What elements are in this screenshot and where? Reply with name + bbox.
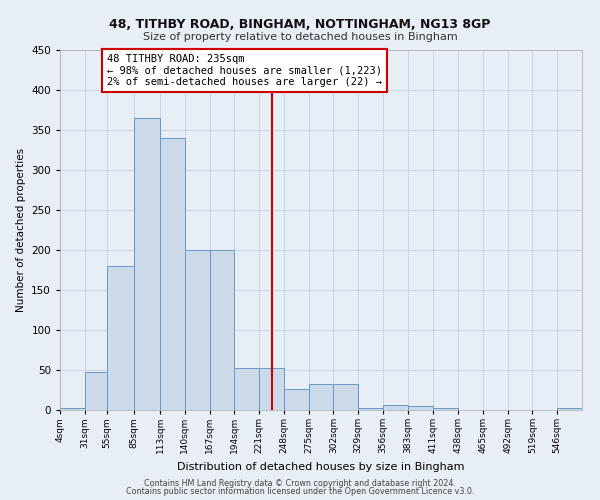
Bar [235,368,259,410]
Bar [334,384,358,410]
Text: Contains public sector information licensed under the Open Government Licence v3: Contains public sector information licen… [126,487,474,496]
Bar [209,250,235,410]
Bar [134,118,160,410]
Bar [259,368,284,410]
X-axis label: Distribution of detached houses by size in Bingham: Distribution of detached houses by size … [177,462,465,471]
Text: Size of property relative to detached houses in Bingham: Size of property relative to detached ho… [143,32,457,42]
Bar [85,372,107,410]
Bar [185,250,209,410]
Bar [383,405,407,410]
Bar [107,266,134,410]
Bar [557,408,582,410]
Text: 48 TITHBY ROAD: 235sqm
← 98% of detached houses are smaller (1,223)
2% of semi-d: 48 TITHBY ROAD: 235sqm ← 98% of detached… [107,54,382,87]
Bar [358,408,383,410]
Text: 48, TITHBY ROAD, BINGHAM, NOTTINGHAM, NG13 8GP: 48, TITHBY ROAD, BINGHAM, NOTTINGHAM, NG… [109,18,491,30]
Bar [60,408,85,410]
Text: Contains HM Land Registry data © Crown copyright and database right 2024.: Contains HM Land Registry data © Crown c… [144,478,456,488]
Bar [433,408,458,410]
Bar [308,384,334,410]
Bar [160,138,185,410]
Y-axis label: Number of detached properties: Number of detached properties [16,148,26,312]
Bar [284,389,308,410]
Bar [407,406,433,410]
